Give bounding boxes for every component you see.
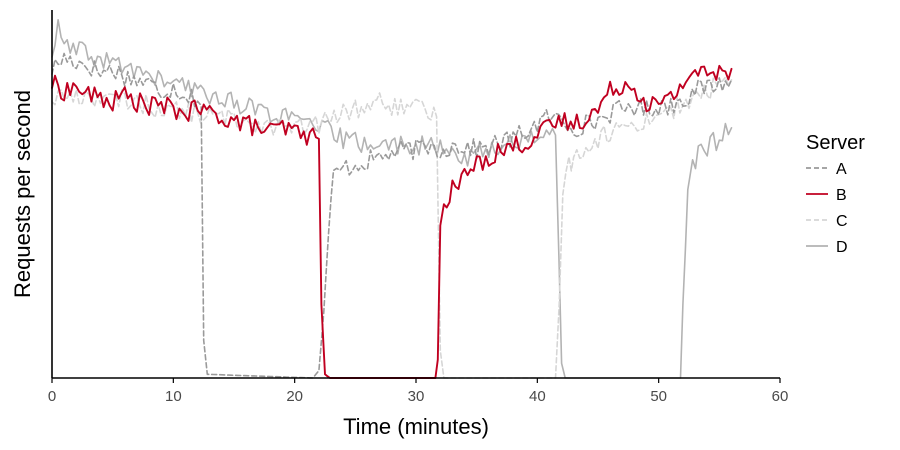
y-axis-label: Requests per second [10, 90, 35, 298]
legend-label-d: D [836, 239, 848, 256]
x-tick-label: 30 [408, 388, 425, 405]
x-tick-label: 40 [529, 388, 546, 405]
x-tick-label: 10 [165, 388, 182, 405]
series-line-a [51, 52, 733, 379]
legend-label-c: C [836, 213, 848, 230]
x-tick-label: 50 [650, 388, 667, 405]
x-tick-label: 60 [772, 388, 789, 405]
series-line-d [51, 19, 733, 379]
x-axis-label: Time (minutes) [343, 414, 489, 439]
x-tick-label: 20 [286, 388, 303, 405]
legend-label-b: B [836, 187, 847, 204]
legend-label-a: A [836, 161, 847, 178]
plot-series-group [51, 19, 733, 379]
series-line-c [51, 76, 733, 379]
x-axis-ticks: 0 10 20 30 40 50 60 [48, 378, 789, 405]
legend-title: Server [806, 132, 865, 154]
x-tick-label: 0 [48, 388, 56, 405]
